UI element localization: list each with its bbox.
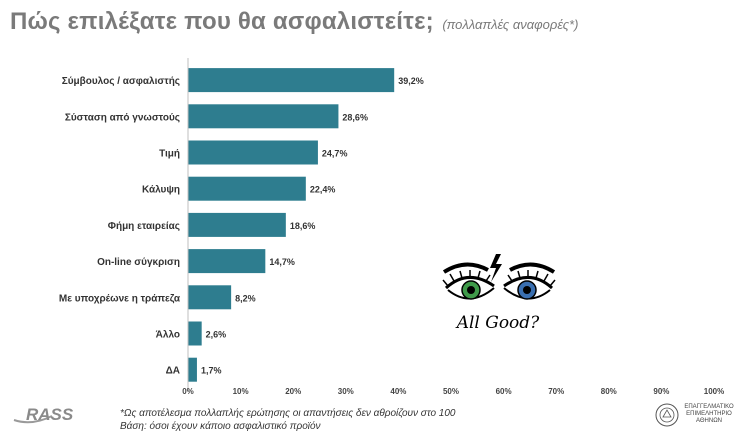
bar: [188, 68, 395, 93]
category-label: Τιμή: [159, 149, 180, 160]
title-subtitle: (πολλαπλές αναφορές*): [442, 17, 579, 32]
svg-text:RASS: RASS: [26, 405, 74, 424]
value-label: 22,4%: [310, 185, 336, 195]
bar: [188, 321, 202, 346]
rass-logo: RASS: [13, 405, 74, 424]
x-tick-label: 90%: [653, 387, 669, 396]
value-label: 14,7%: [269, 257, 295, 267]
bar: [188, 249, 266, 274]
bar: [188, 357, 197, 382]
category-label: Σύμβουλος / ασφαλιστής: [62, 76, 180, 87]
footnote-line-2: Βάση: όσοι έχουν κάποιο ασφαλιστικό προϊ…: [120, 421, 321, 432]
bar: [188, 104, 339, 129]
category-label: Άλλο: [156, 330, 180, 341]
category-label: Σύσταση από γνωστούς: [65, 112, 180, 123]
value-label: 2,6%: [206, 330, 227, 340]
x-tick-label: 10%: [233, 387, 249, 396]
bar: [188, 140, 318, 165]
footnote-line-1: *Ως αποτέλεσμα πολλαπλής ερώτησης οι απα…: [120, 408, 456, 419]
value-label: 1,7%: [201, 366, 222, 376]
value-label: 39,2%: [398, 76, 424, 86]
x-tick-label: 0%: [182, 387, 194, 396]
x-tick-label: 20%: [285, 387, 301, 396]
bar-chart: Σύμβουλος / ασφαλιστής 39,2% Σύσταση από γ…: [59, 58, 724, 396]
category-label: Με υποχρέωνε η τράπεζα: [59, 293, 181, 304]
chart-title: Πώς επιλέξατε που θα ασφαλιστείτε; (πολλ…: [10, 8, 578, 36]
all-good-caption: All Good?: [455, 313, 540, 333]
x-tick-label: 40%: [390, 387, 406, 396]
bar: [188, 285, 232, 310]
x-tick-label: 80%: [601, 387, 617, 396]
value-label: 18,6%: [290, 221, 316, 231]
category-label: ΔΑ: [166, 366, 180, 377]
bar: [188, 212, 286, 237]
value-label: 8,2%: [235, 293, 256, 303]
chamber-name: ΕΠΑΓΓΕΛΜΑΤΙΚΟ ΕΠΙΜΕΛΗΤΗΡΙΟ ΑΘΗΝΩΝ: [684, 404, 734, 424]
all-good-eyes-image: All Good?: [442, 254, 556, 333]
x-tick-label: 60%: [496, 387, 512, 396]
x-tick-label: 30%: [338, 387, 354, 396]
category-label: Φήμη εταιρείας: [108, 221, 180, 232]
category-label: On-line σύγκριση: [97, 257, 180, 268]
value-label: 28,6%: [342, 112, 368, 122]
x-tick-label: 50%: [443, 387, 459, 396]
x-tick-label: 100%: [704, 387, 724, 396]
bar: [188, 176, 306, 201]
category-label: Κάλυψη: [142, 185, 180, 196]
value-label: 24,7%: [322, 149, 348, 159]
x-tick-label: 70%: [548, 387, 564, 396]
footnote: *Ως αποτέλεσμα πολλαπλής ερώτησης οι απα…: [120, 407, 455, 433]
title-main: Πώς επιλέξατε που θα ασφαλιστείτε;: [10, 8, 434, 35]
chamber-emblem-icon: [655, 403, 679, 427]
